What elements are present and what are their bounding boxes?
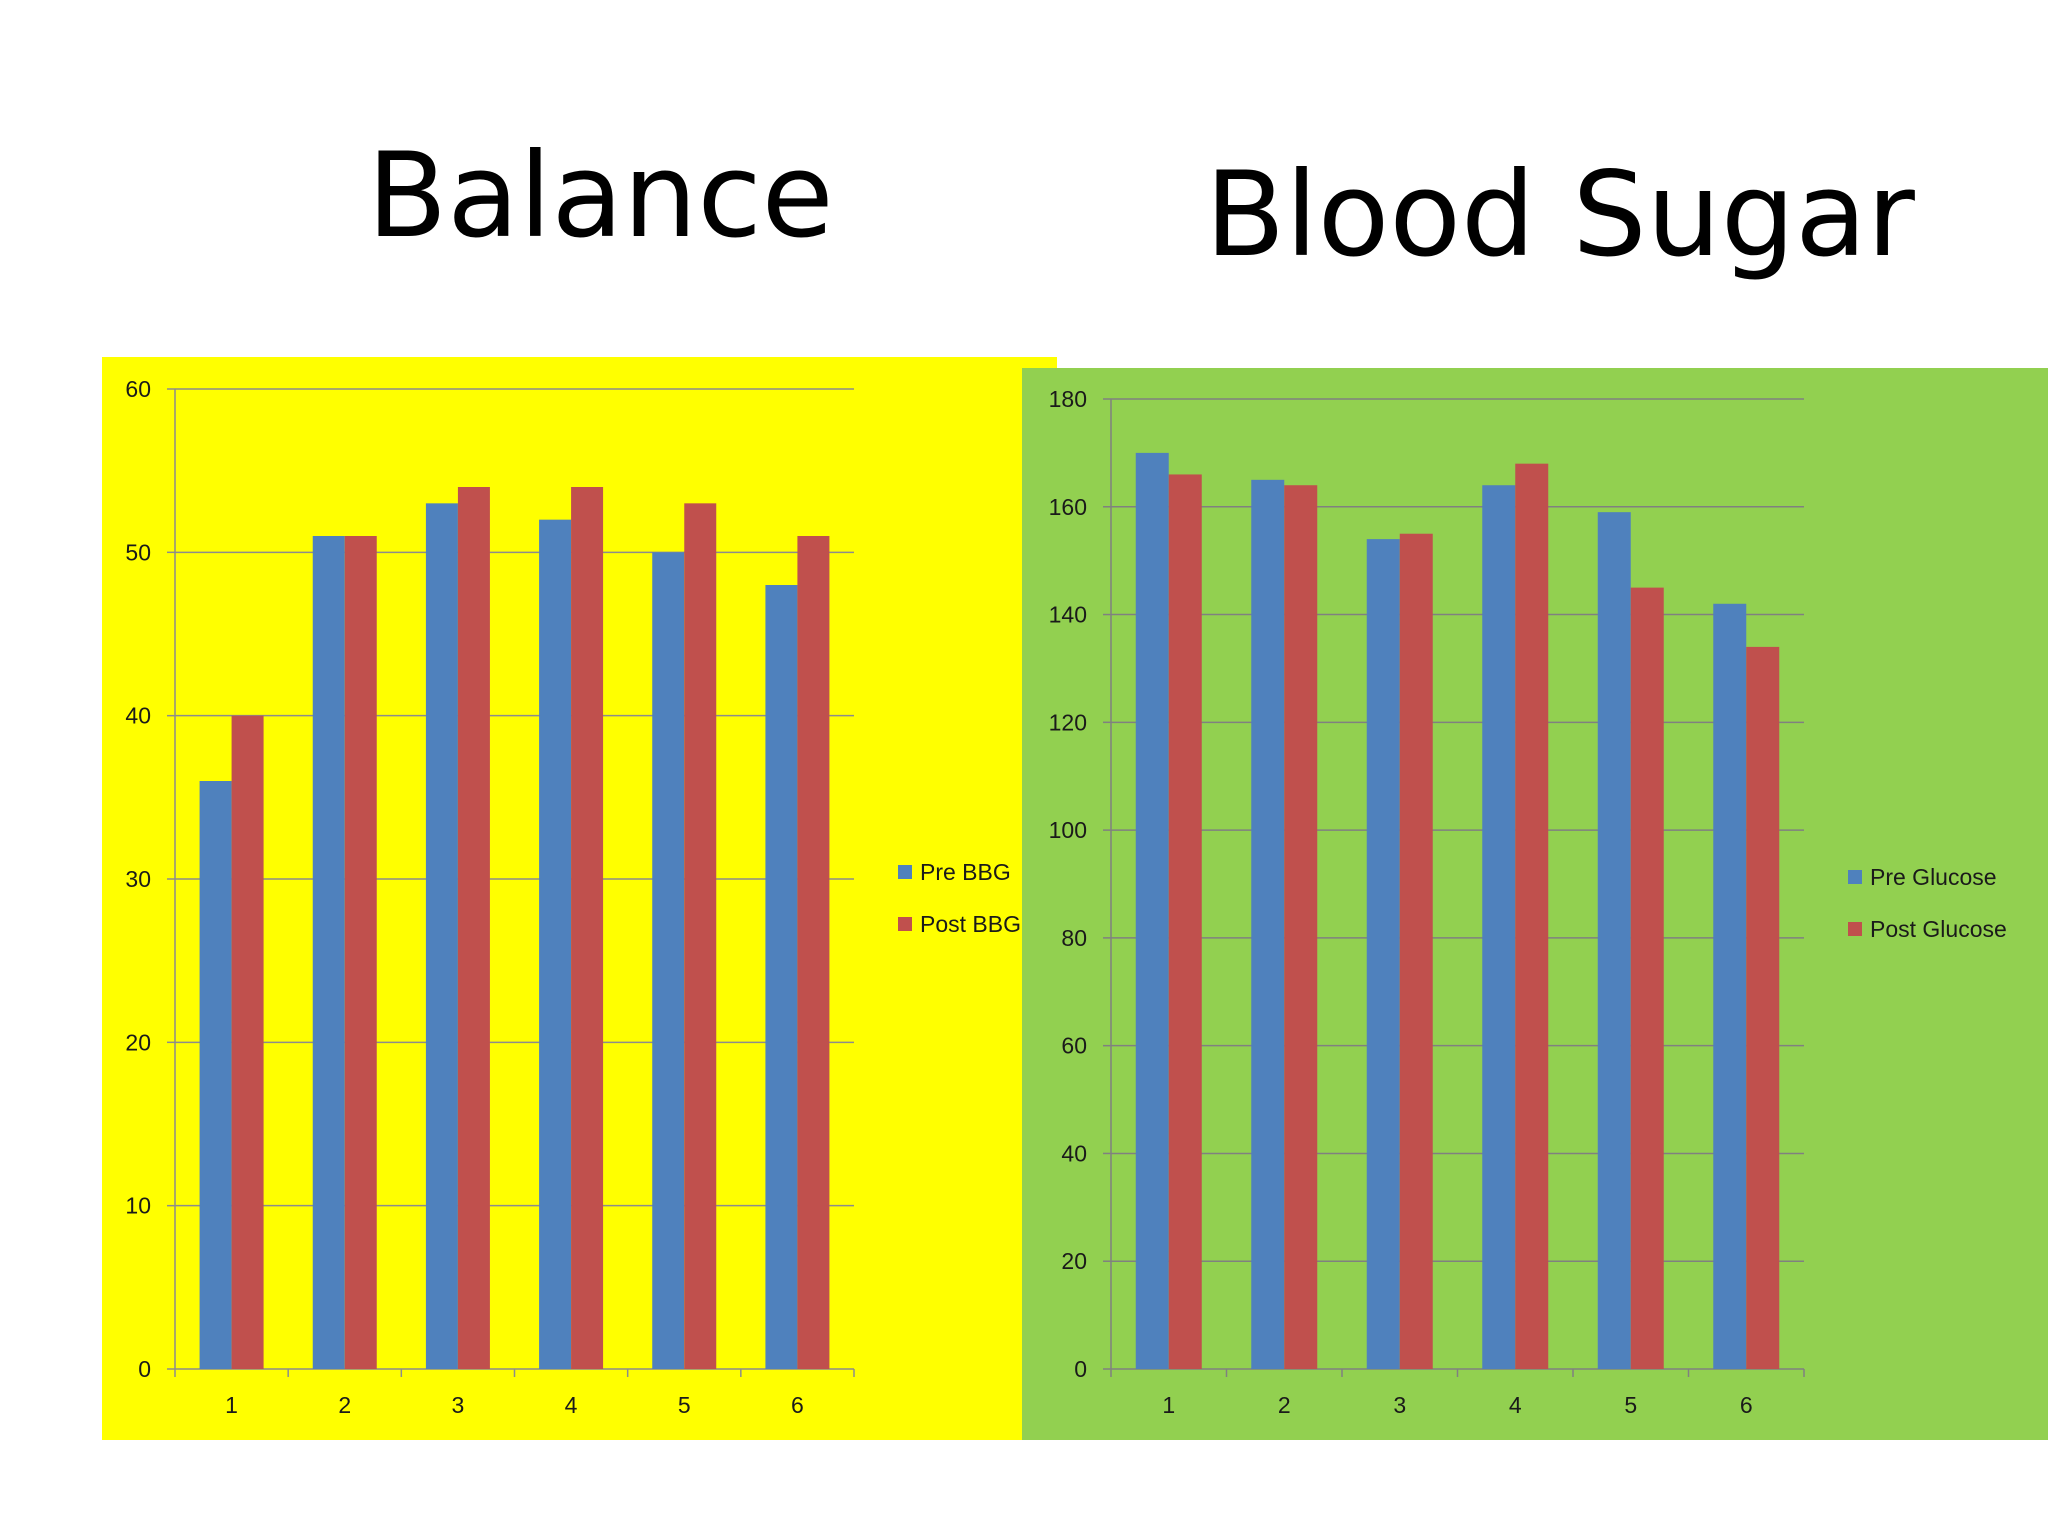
bar-post-6 xyxy=(1746,646,1780,1369)
y-tick-label: 100 xyxy=(1049,817,1087,843)
bar-post-3 xyxy=(1399,533,1433,1369)
x-tick-label: 5 xyxy=(1624,1392,1637,1418)
bar-pre-6 xyxy=(765,585,798,1369)
balance-chart: 0 10 20 30 40 50 60 1 2 3 4 5 6 Pre BBG Post BBG xyxy=(102,357,1057,1440)
y-tick-label: 0 xyxy=(1074,1356,1087,1382)
x-tick-label: 6 xyxy=(1740,1392,1753,1418)
legend-label-pre: Pre Glucose xyxy=(1870,864,1997,890)
x-tick-label: 1 xyxy=(225,1392,238,1418)
x-tick-label: 2 xyxy=(338,1392,351,1418)
bar-pre-4 xyxy=(1482,485,1516,1369)
bar-pre-5 xyxy=(652,552,685,1369)
y-tick-label: 160 xyxy=(1049,494,1087,520)
blood-sugar-title: Blood Sugar xyxy=(1205,146,1915,283)
legend-swatch-post xyxy=(898,917,912,931)
x-tick-label: 3 xyxy=(452,1392,465,1418)
y-tick-label: 10 xyxy=(125,1193,151,1219)
y-tick-label: 120 xyxy=(1049,709,1087,735)
bar-post-6 xyxy=(797,536,830,1369)
y-tick-label: 30 xyxy=(125,866,151,892)
y-tick-label: 0 xyxy=(138,1356,151,1382)
x-tick-label: 6 xyxy=(791,1392,804,1418)
bar-pre-1 xyxy=(1135,452,1169,1369)
bar-post-3 xyxy=(457,487,490,1369)
y-tick-label: 50 xyxy=(125,539,151,565)
bar-pre-4 xyxy=(539,519,572,1369)
y-tick-label: 60 xyxy=(125,376,151,402)
y-tick-label: 60 xyxy=(1061,1033,1087,1059)
bar-pre-5 xyxy=(1597,512,1631,1369)
y-tick-label: 180 xyxy=(1049,386,1087,412)
balance-chart-panel: 0 10 20 30 40 50 60 1 2 3 4 5 6 Pre BBG Post BBG xyxy=(102,357,1057,1440)
y-tick-label: 20 xyxy=(125,1029,151,1055)
x-tick-label: 2 xyxy=(1278,1392,1291,1418)
bar-pre-2 xyxy=(1251,479,1285,1369)
legend-swatch-pre xyxy=(1848,870,1862,884)
bar-post-4 xyxy=(571,487,604,1369)
legend-label-post: Post BBG xyxy=(920,911,1021,937)
bar-post-4 xyxy=(1515,463,1549,1370)
x-tick-label: 4 xyxy=(1509,1392,1522,1418)
bar-post-2 xyxy=(1284,485,1318,1369)
bar-post-5 xyxy=(684,503,717,1369)
y-tick-label: 40 xyxy=(1061,1140,1087,1166)
bar-post-1 xyxy=(231,715,264,1369)
x-tick-label: 3 xyxy=(1393,1392,1406,1418)
legend-swatch-pre xyxy=(898,865,912,879)
y-tick-label: 20 xyxy=(1061,1248,1087,1274)
bar-pre-6 xyxy=(1713,603,1747,1369)
legend-label-pre: Pre BBG xyxy=(920,859,1011,885)
x-tick-label: 1 xyxy=(1162,1392,1175,1418)
blood-sugar-chart: 0 20 40 60 80 100 120 140 160 180 1 2 3 4 5 6 Pre Glucos… xyxy=(1022,368,2048,1440)
bar-post-5 xyxy=(1630,587,1664,1369)
x-tick-label: 4 xyxy=(565,1392,578,1418)
legend-label-post: Post Glucose xyxy=(1870,916,2007,942)
bar-post-1 xyxy=(1168,474,1202,1369)
x-tick-label: 5 xyxy=(678,1392,691,1418)
bar-pre-3 xyxy=(1366,539,1400,1369)
balance-title: Balance xyxy=(367,127,834,264)
bar-pre-3 xyxy=(425,503,458,1369)
bar-pre-2 xyxy=(312,536,345,1369)
y-tick-label: 140 xyxy=(1049,602,1087,628)
bar-pre-1 xyxy=(199,781,232,1369)
blood-sugar-chart-panel: 0 20 40 60 80 100 120 140 160 180 1 2 3 4 5 6 Pre Glucos… xyxy=(1022,368,2048,1440)
y-tick-label: 40 xyxy=(125,703,151,729)
bar-post-2 xyxy=(344,536,377,1369)
legend-swatch-post xyxy=(1848,922,1862,936)
y-tick-label: 80 xyxy=(1061,925,1087,951)
